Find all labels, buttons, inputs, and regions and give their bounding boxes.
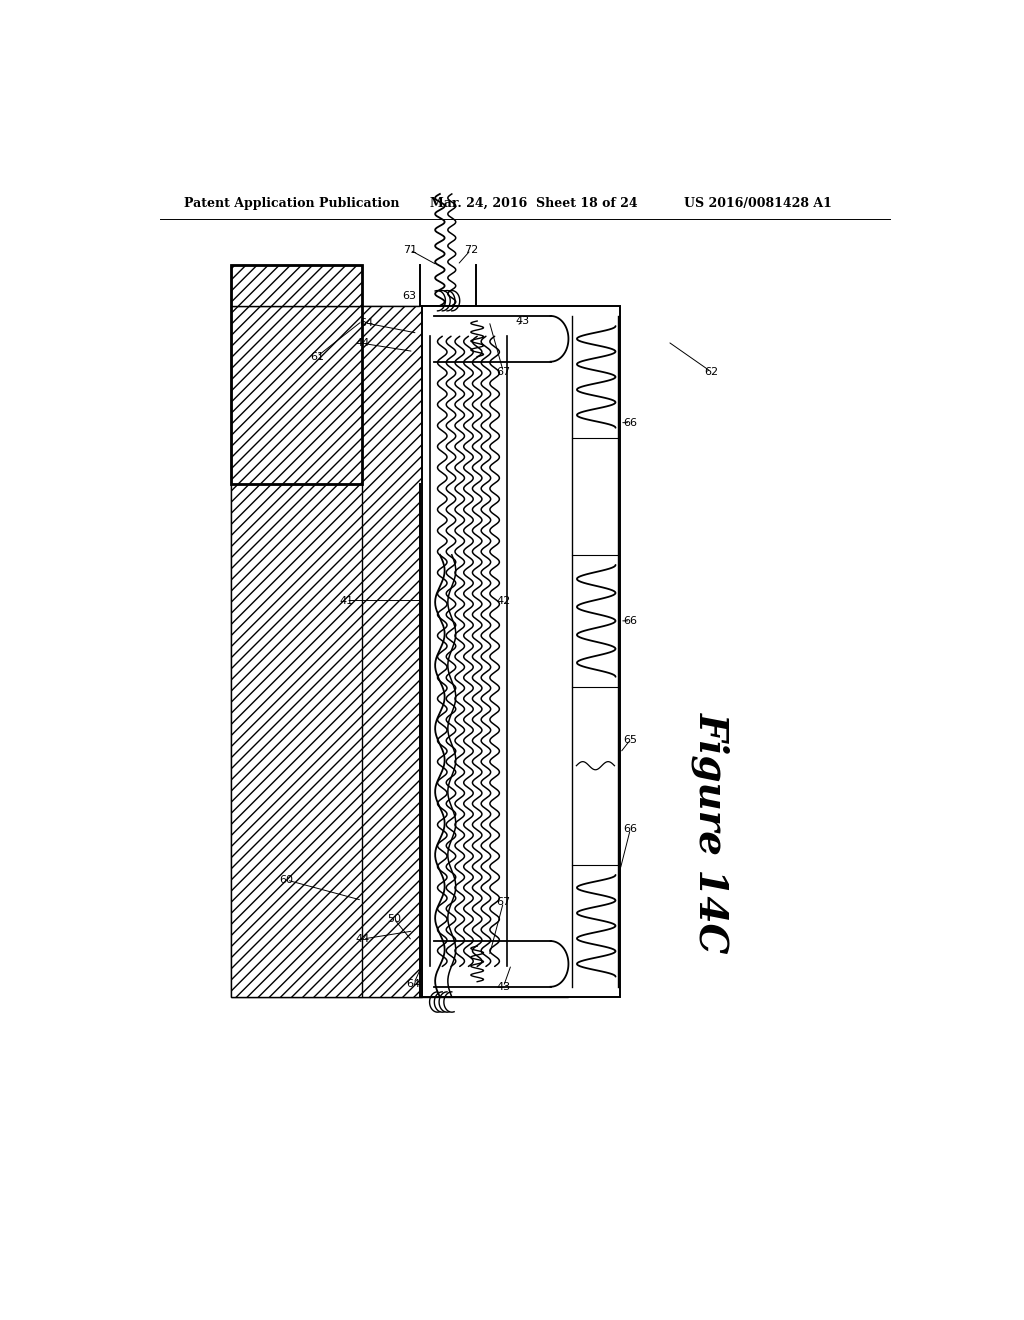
- Bar: [428, 315, 511, 987]
- Text: 67: 67: [497, 367, 510, 376]
- Text: 44: 44: [355, 338, 370, 348]
- Bar: [572, 315, 618, 987]
- Text: 43: 43: [497, 982, 510, 991]
- Text: 43: 43: [515, 315, 529, 326]
- Text: Patent Application Publication: Patent Application Publication: [183, 197, 399, 210]
- Text: 66: 66: [624, 616, 637, 626]
- Text: 62: 62: [705, 367, 719, 376]
- Text: 41: 41: [339, 595, 353, 606]
- Text: Figure 14C: Figure 14C: [692, 713, 730, 954]
- Text: 61: 61: [310, 351, 324, 362]
- Text: US 2016/0081428 A1: US 2016/0081428 A1: [684, 197, 831, 210]
- Text: 44: 44: [355, 935, 370, 944]
- Bar: [509, 315, 568, 987]
- Bar: [422, 306, 621, 997]
- Text: 72: 72: [464, 246, 478, 255]
- Text: 42: 42: [497, 595, 511, 606]
- Text: 64: 64: [407, 978, 421, 989]
- Text: 63: 63: [402, 290, 417, 301]
- Text: 66: 66: [624, 417, 637, 428]
- Bar: [422, 306, 621, 997]
- Bar: [420, 263, 475, 308]
- Text: 60: 60: [280, 875, 294, 884]
- Text: 71: 71: [402, 246, 417, 255]
- Text: 65: 65: [624, 735, 637, 744]
- Bar: [231, 265, 362, 483]
- Bar: [231, 306, 568, 997]
- Bar: [231, 265, 362, 306]
- Bar: [422, 315, 432, 987]
- Bar: [420, 486, 475, 995]
- Text: Mar. 24, 2016  Sheet 18 of 24: Mar. 24, 2016 Sheet 18 of 24: [430, 197, 637, 210]
- Text: 67: 67: [497, 898, 510, 907]
- Bar: [362, 306, 422, 997]
- Text: 66: 66: [624, 824, 637, 834]
- Text: 64: 64: [359, 318, 373, 329]
- Bar: [231, 483, 362, 997]
- Text: 50: 50: [387, 913, 400, 924]
